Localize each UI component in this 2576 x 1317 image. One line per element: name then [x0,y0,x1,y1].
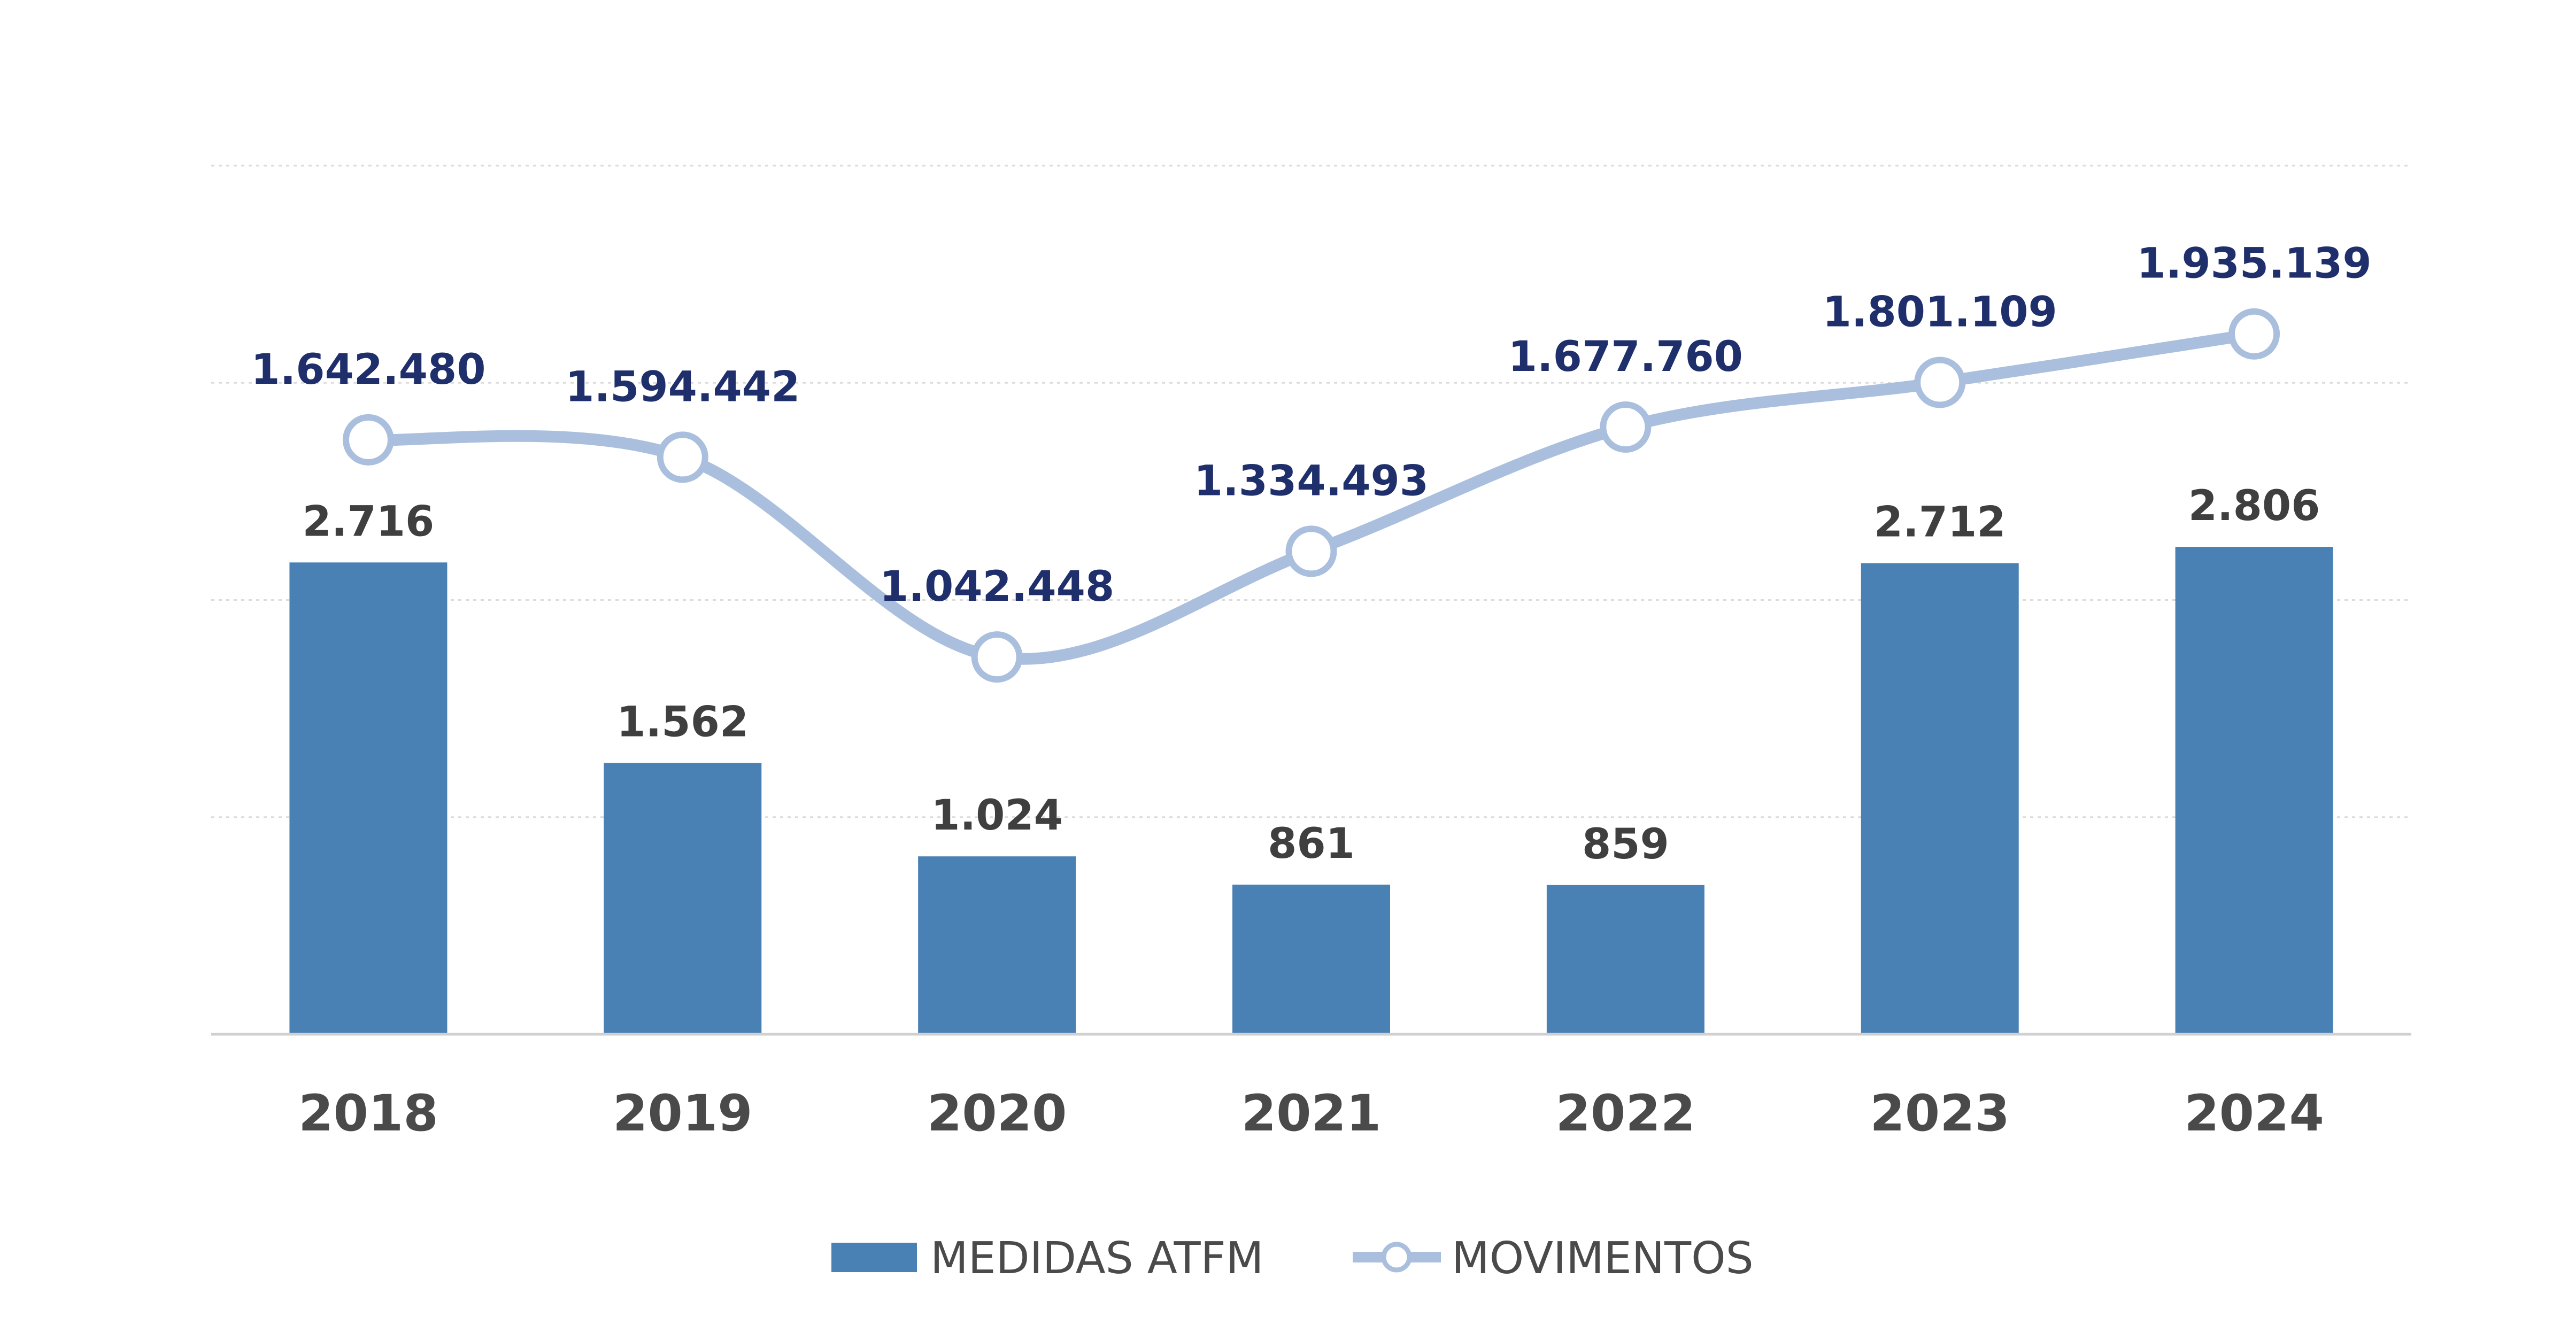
x-tick-label-2019: 2019 [613,1084,753,1143]
x-tick-label-2018: 2018 [298,1084,438,1143]
bar-2021 [1232,885,1390,1034]
line-movimentos [342,308,2280,683]
line-marker-2018 [342,414,394,466]
line-marker-2022 [1600,401,1652,453]
line-marker-2019 [657,431,708,483]
bar-2020 [918,856,1076,1034]
data-labels: 2.716 1.562 1.024 861 859 2.712 2.806 1.642.480… [251,240,2371,869]
x-axis-tick-labels: 2018 2019 2020 2021 2022 2023 2024 [298,1084,2324,1143]
x-tick-label-2024: 2024 [2184,1084,2324,1143]
bar-2019 [604,763,762,1034]
line-value-label-2021: 1.334.493 [1194,457,1429,505]
bar-2022 [1546,885,1705,1034]
bar-value-label-2019: 1.562 [616,698,749,746]
bar-value-label-2022: 859 [1582,820,1669,869]
x-tick-label-2021: 2021 [1241,1084,1382,1143]
bar-value-label-2023: 2.712 [1874,499,2006,547]
legend: MEDIDAS ATFM MOVIMENTOS [831,1233,1754,1284]
legend-label-medidas-atfm: MEDIDAS ATFM [930,1233,1264,1284]
bar-2023 [1861,563,2019,1034]
x-tick-label-2022: 2022 [1556,1084,1696,1143]
x-tick-label-2023: 2023 [1870,1084,2010,1143]
line-marker-2023 [1914,357,1966,408]
bars-medidas-atfm [289,547,2333,1034]
legend-marker-movimentos [1381,1242,1412,1273]
line-marker-2021 [1285,525,1337,577]
bar-2018 [289,562,448,1034]
line-value-label-2023: 1.801.109 [1823,288,2057,336]
x-tick-label-2020: 2020 [927,1084,1067,1143]
line-marker-2024 [2228,308,2280,360]
line-value-label-2024: 1.935.139 [2137,240,2371,288]
line-value-label-2018: 1.642.480 [251,346,485,394]
legend-swatch-medidas-atfm [831,1243,917,1272]
bar-value-label-2018: 2.716 [303,498,435,546]
line-value-label-2019: 1.594.442 [565,363,800,411]
bar-value-label-2020: 1.024 [931,792,1063,840]
legend-label-movimentos: MOVIMENTOS [1452,1233,1754,1284]
line-value-label-2022: 1.677.760 [1508,333,1743,381]
line-marker-2020 [971,631,1023,683]
bar-value-label-2024: 2.806 [2188,482,2320,530]
line-value-label-2020: 1.042.448 [880,563,1114,611]
bar-2024 [2175,547,2333,1034]
bar-value-label-2021: 861 [1268,820,1355,868]
